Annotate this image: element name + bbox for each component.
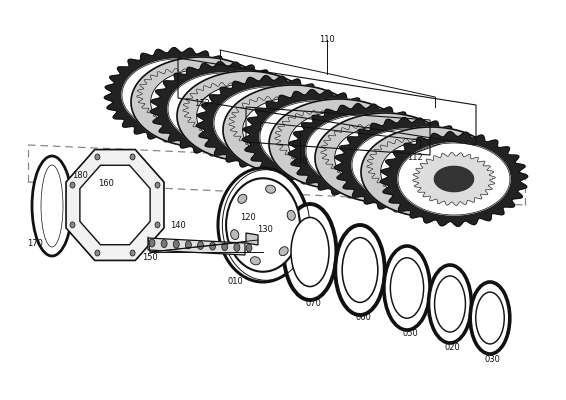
Ellipse shape <box>284 204 336 300</box>
Ellipse shape <box>238 194 247 203</box>
Text: 020: 020 <box>444 342 460 352</box>
Ellipse shape <box>234 243 240 251</box>
Ellipse shape <box>470 282 510 354</box>
Ellipse shape <box>32 156 72 256</box>
Text: 110: 110 <box>319 36 335 44</box>
Ellipse shape <box>222 243 228 251</box>
Polygon shape <box>398 143 510 215</box>
Text: 150: 150 <box>142 252 158 262</box>
Ellipse shape <box>428 265 471 343</box>
Text: 100: 100 <box>292 158 308 166</box>
Ellipse shape <box>95 250 100 256</box>
Polygon shape <box>380 140 482 204</box>
Polygon shape <box>66 150 164 260</box>
Text: 070: 070 <box>305 298 321 308</box>
Polygon shape <box>413 152 495 206</box>
Polygon shape <box>289 112 389 176</box>
Polygon shape <box>243 98 344 162</box>
Ellipse shape <box>130 250 135 256</box>
Ellipse shape <box>130 154 135 160</box>
Polygon shape <box>151 70 251 134</box>
Polygon shape <box>315 113 455 203</box>
Ellipse shape <box>186 241 191 249</box>
Polygon shape <box>148 238 245 255</box>
Ellipse shape <box>70 182 75 188</box>
Polygon shape <box>196 76 344 170</box>
Ellipse shape <box>155 222 160 228</box>
Text: 010: 010 <box>227 278 243 286</box>
Polygon shape <box>150 62 298 156</box>
Polygon shape <box>275 110 357 164</box>
Text: 180: 180 <box>72 170 88 180</box>
Polygon shape <box>361 127 501 217</box>
Ellipse shape <box>251 257 260 265</box>
Text: 030: 030 <box>484 354 500 364</box>
Polygon shape <box>196 84 297 148</box>
Polygon shape <box>250 110 290 136</box>
Ellipse shape <box>342 238 378 302</box>
Polygon shape <box>367 138 449 192</box>
Polygon shape <box>242 90 389 184</box>
Text: 170: 170 <box>27 238 43 248</box>
Ellipse shape <box>155 182 160 188</box>
Polygon shape <box>297 124 336 150</box>
Ellipse shape <box>173 240 179 248</box>
Ellipse shape <box>335 225 385 315</box>
Ellipse shape <box>70 222 75 228</box>
Polygon shape <box>137 68 219 122</box>
Ellipse shape <box>435 276 465 332</box>
Polygon shape <box>168 73 280 145</box>
Text: 112: 112 <box>194 98 210 108</box>
Polygon shape <box>434 166 474 192</box>
Polygon shape <box>177 71 317 161</box>
Ellipse shape <box>41 165 63 247</box>
Polygon shape <box>306 115 418 187</box>
Ellipse shape <box>218 168 308 282</box>
Ellipse shape <box>95 154 100 160</box>
Text: 050: 050 <box>402 330 418 338</box>
Ellipse shape <box>287 210 295 220</box>
Text: 120: 120 <box>240 212 256 222</box>
Polygon shape <box>342 138 381 164</box>
Polygon shape <box>288 104 436 198</box>
Polygon shape <box>380 132 528 226</box>
Polygon shape <box>388 152 427 178</box>
Polygon shape <box>104 48 252 142</box>
Ellipse shape <box>265 185 276 193</box>
Ellipse shape <box>198 242 204 250</box>
Polygon shape <box>335 118 482 212</box>
Ellipse shape <box>476 292 504 344</box>
Ellipse shape <box>291 218 329 286</box>
Polygon shape <box>223 85 363 175</box>
Ellipse shape <box>384 246 430 330</box>
Ellipse shape <box>209 242 216 250</box>
Polygon shape <box>183 82 265 136</box>
Ellipse shape <box>226 178 300 272</box>
Polygon shape <box>131 57 271 147</box>
Text: 112: 112 <box>407 154 423 162</box>
Text: 160: 160 <box>98 180 114 188</box>
Polygon shape <box>122 59 234 131</box>
Polygon shape <box>269 99 409 189</box>
Polygon shape <box>335 126 435 190</box>
Text: 130: 130 <box>257 224 273 234</box>
Polygon shape <box>352 129 464 201</box>
Polygon shape <box>260 101 372 173</box>
Text: 060: 060 <box>355 314 371 322</box>
Ellipse shape <box>279 247 288 256</box>
Ellipse shape <box>161 240 167 248</box>
Text: 140: 140 <box>170 222 186 230</box>
Polygon shape <box>246 233 258 245</box>
Polygon shape <box>158 82 198 108</box>
Ellipse shape <box>231 230 239 240</box>
Polygon shape <box>80 165 150 245</box>
Polygon shape <box>214 87 326 159</box>
Ellipse shape <box>391 258 423 318</box>
Ellipse shape <box>246 244 252 252</box>
Polygon shape <box>229 96 311 150</box>
Polygon shape <box>321 124 403 178</box>
Ellipse shape <box>149 239 155 247</box>
Polygon shape <box>204 96 243 122</box>
